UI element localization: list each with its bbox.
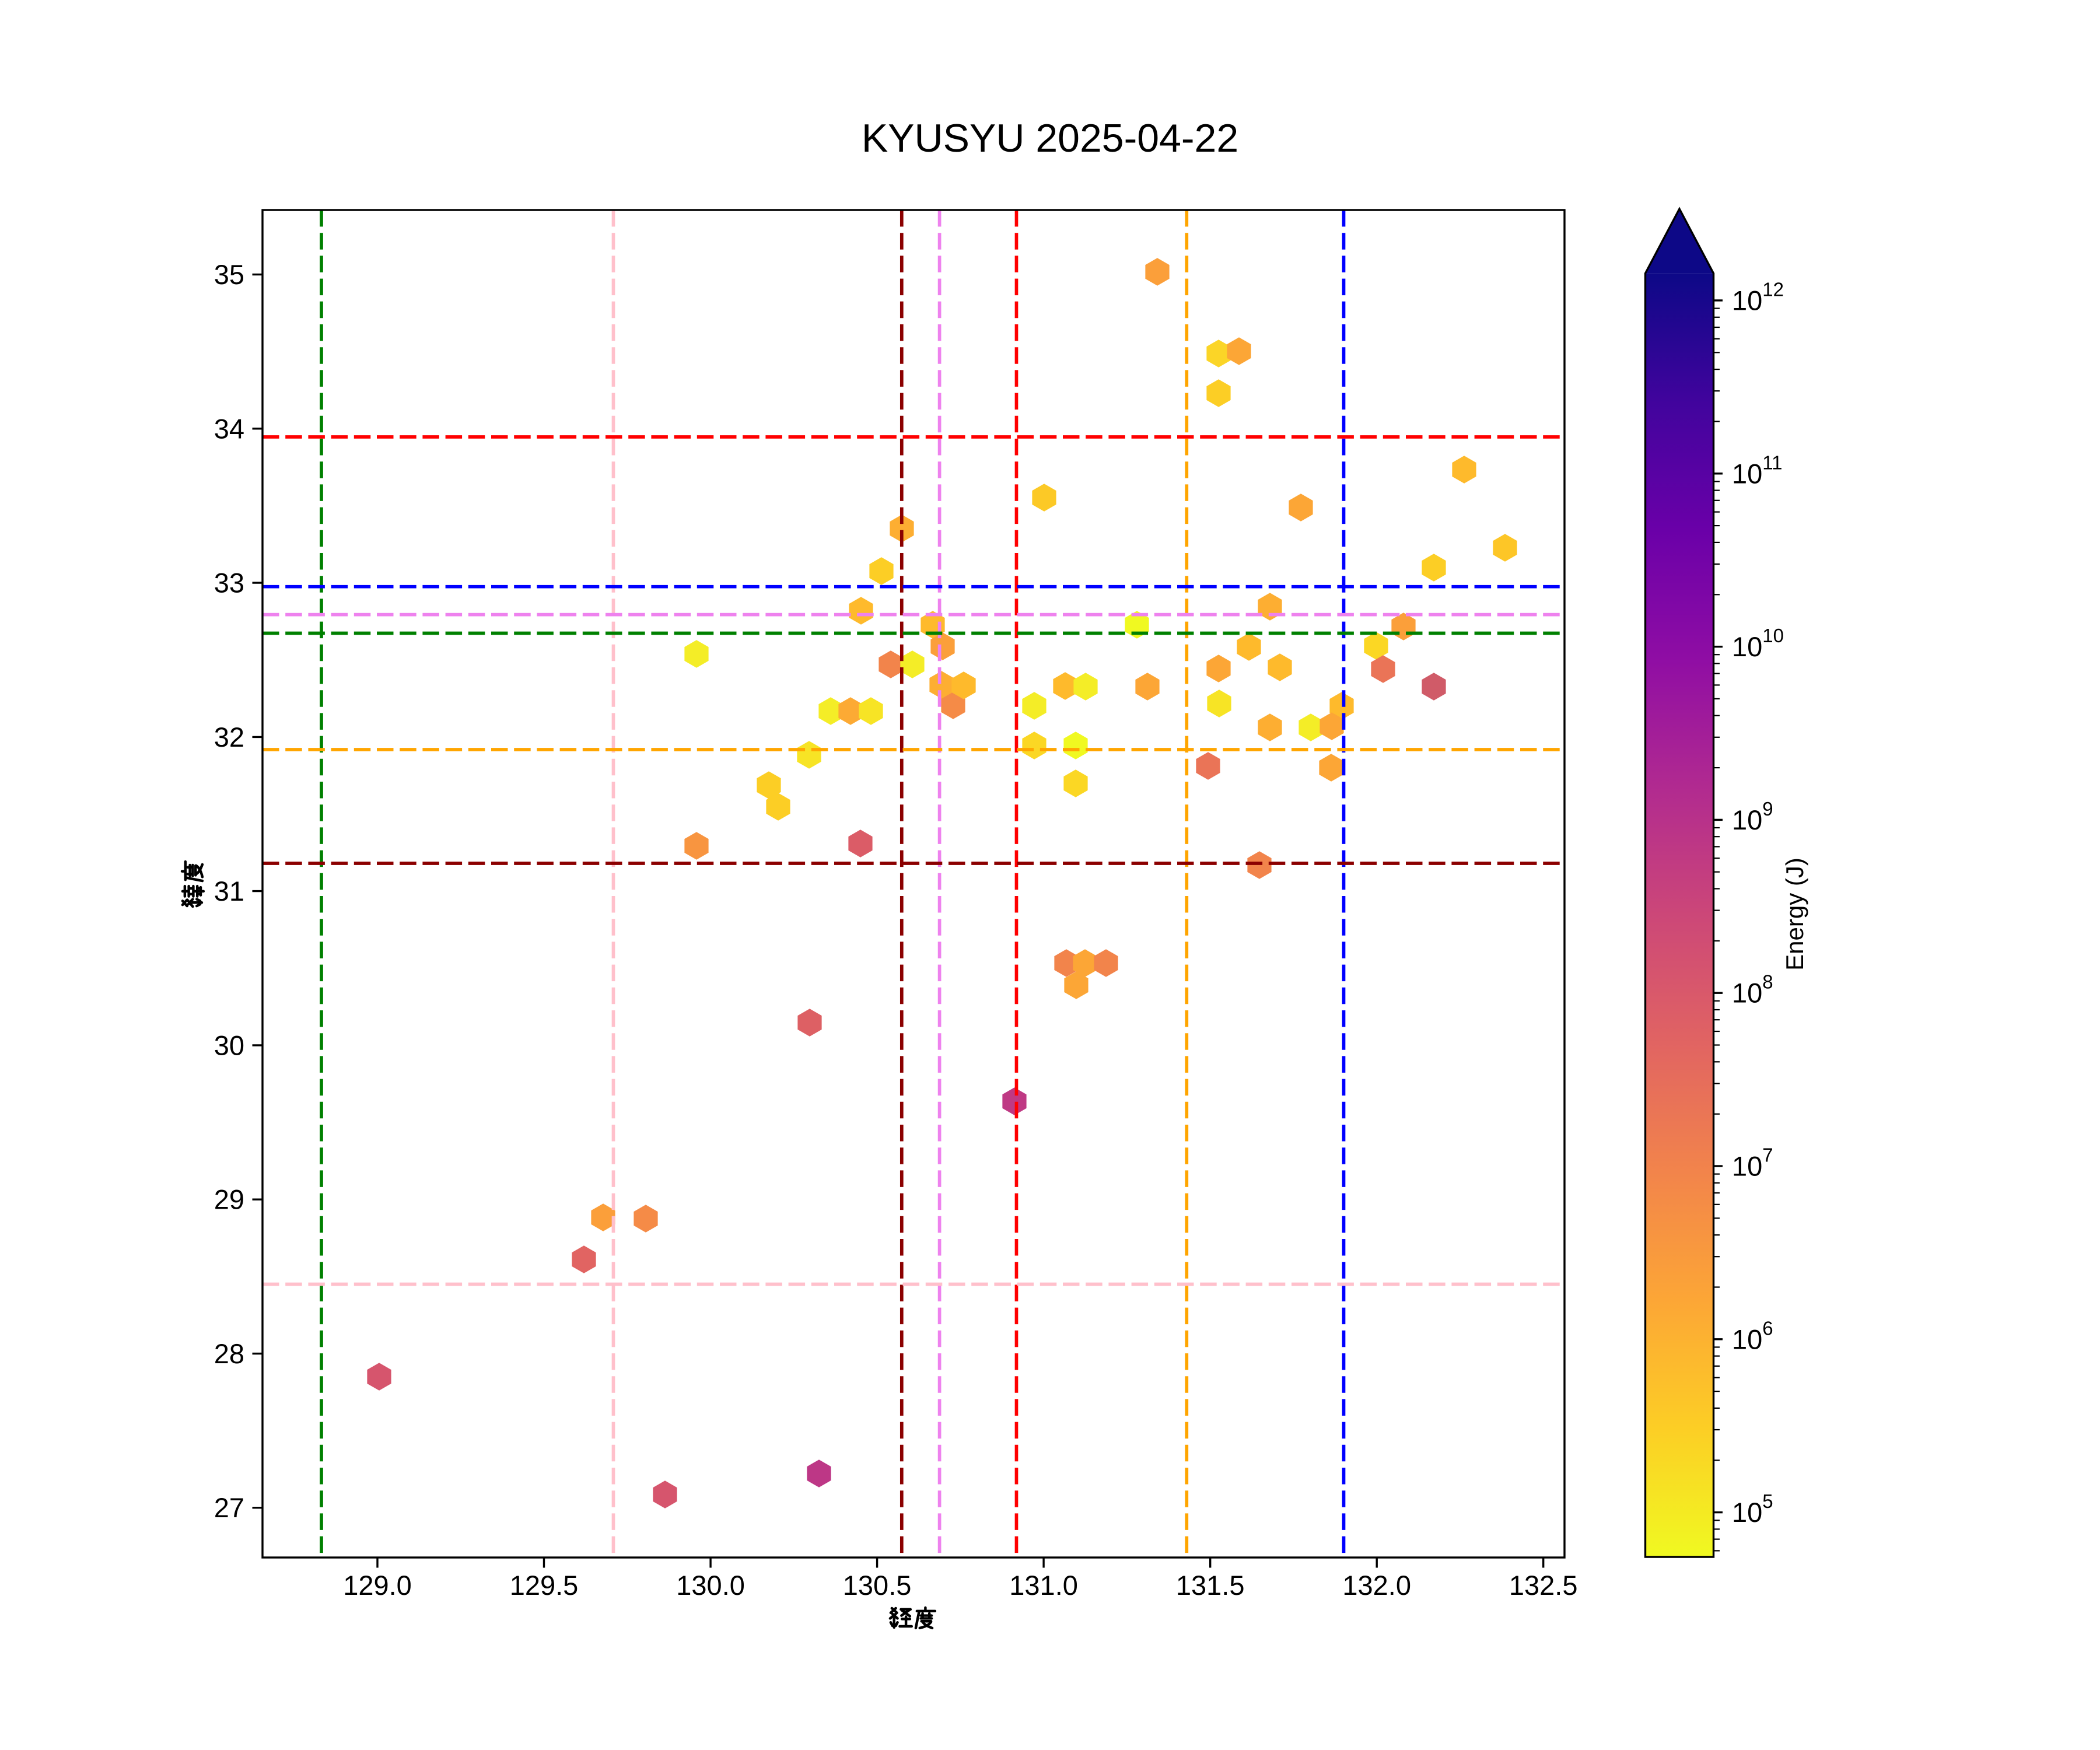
svg-text:1011: 1011: [1732, 452, 1783, 489]
svg-text:132.0: 132.0: [1342, 1570, 1411, 1601]
svg-text:132.5: 132.5: [1509, 1570, 1578, 1601]
svg-text:106: 106: [1732, 1317, 1773, 1354]
svg-text:27: 27: [214, 1492, 244, 1523]
svg-text:109: 109: [1732, 798, 1773, 835]
svg-text:34: 34: [214, 413, 244, 444]
svg-text:107: 107: [1732, 1144, 1773, 1182]
svg-text:28: 28: [214, 1338, 244, 1369]
svg-text:31: 31: [214, 876, 244, 907]
svg-text:KYUSYU 2025-04-22: KYUSYU 2025-04-22: [862, 116, 1238, 160]
svg-text:131.5: 131.5: [1176, 1570, 1245, 1601]
svg-text:Energy (J): Energy (J): [1781, 858, 1808, 971]
svg-text:30: 30: [214, 1030, 244, 1060]
svg-text:129.0: 129.0: [343, 1570, 412, 1601]
svg-text:131.0: 131.0: [1009, 1570, 1078, 1601]
svg-text:130.5: 130.5: [843, 1570, 912, 1601]
svg-text:130.0: 130.0: [676, 1570, 745, 1601]
svg-text:35: 35: [214, 259, 244, 290]
svg-text:29: 29: [214, 1184, 244, 1215]
svg-text:129.5: 129.5: [510, 1570, 579, 1601]
svg-text:33: 33: [214, 568, 244, 598]
svg-text:32: 32: [214, 722, 244, 752]
